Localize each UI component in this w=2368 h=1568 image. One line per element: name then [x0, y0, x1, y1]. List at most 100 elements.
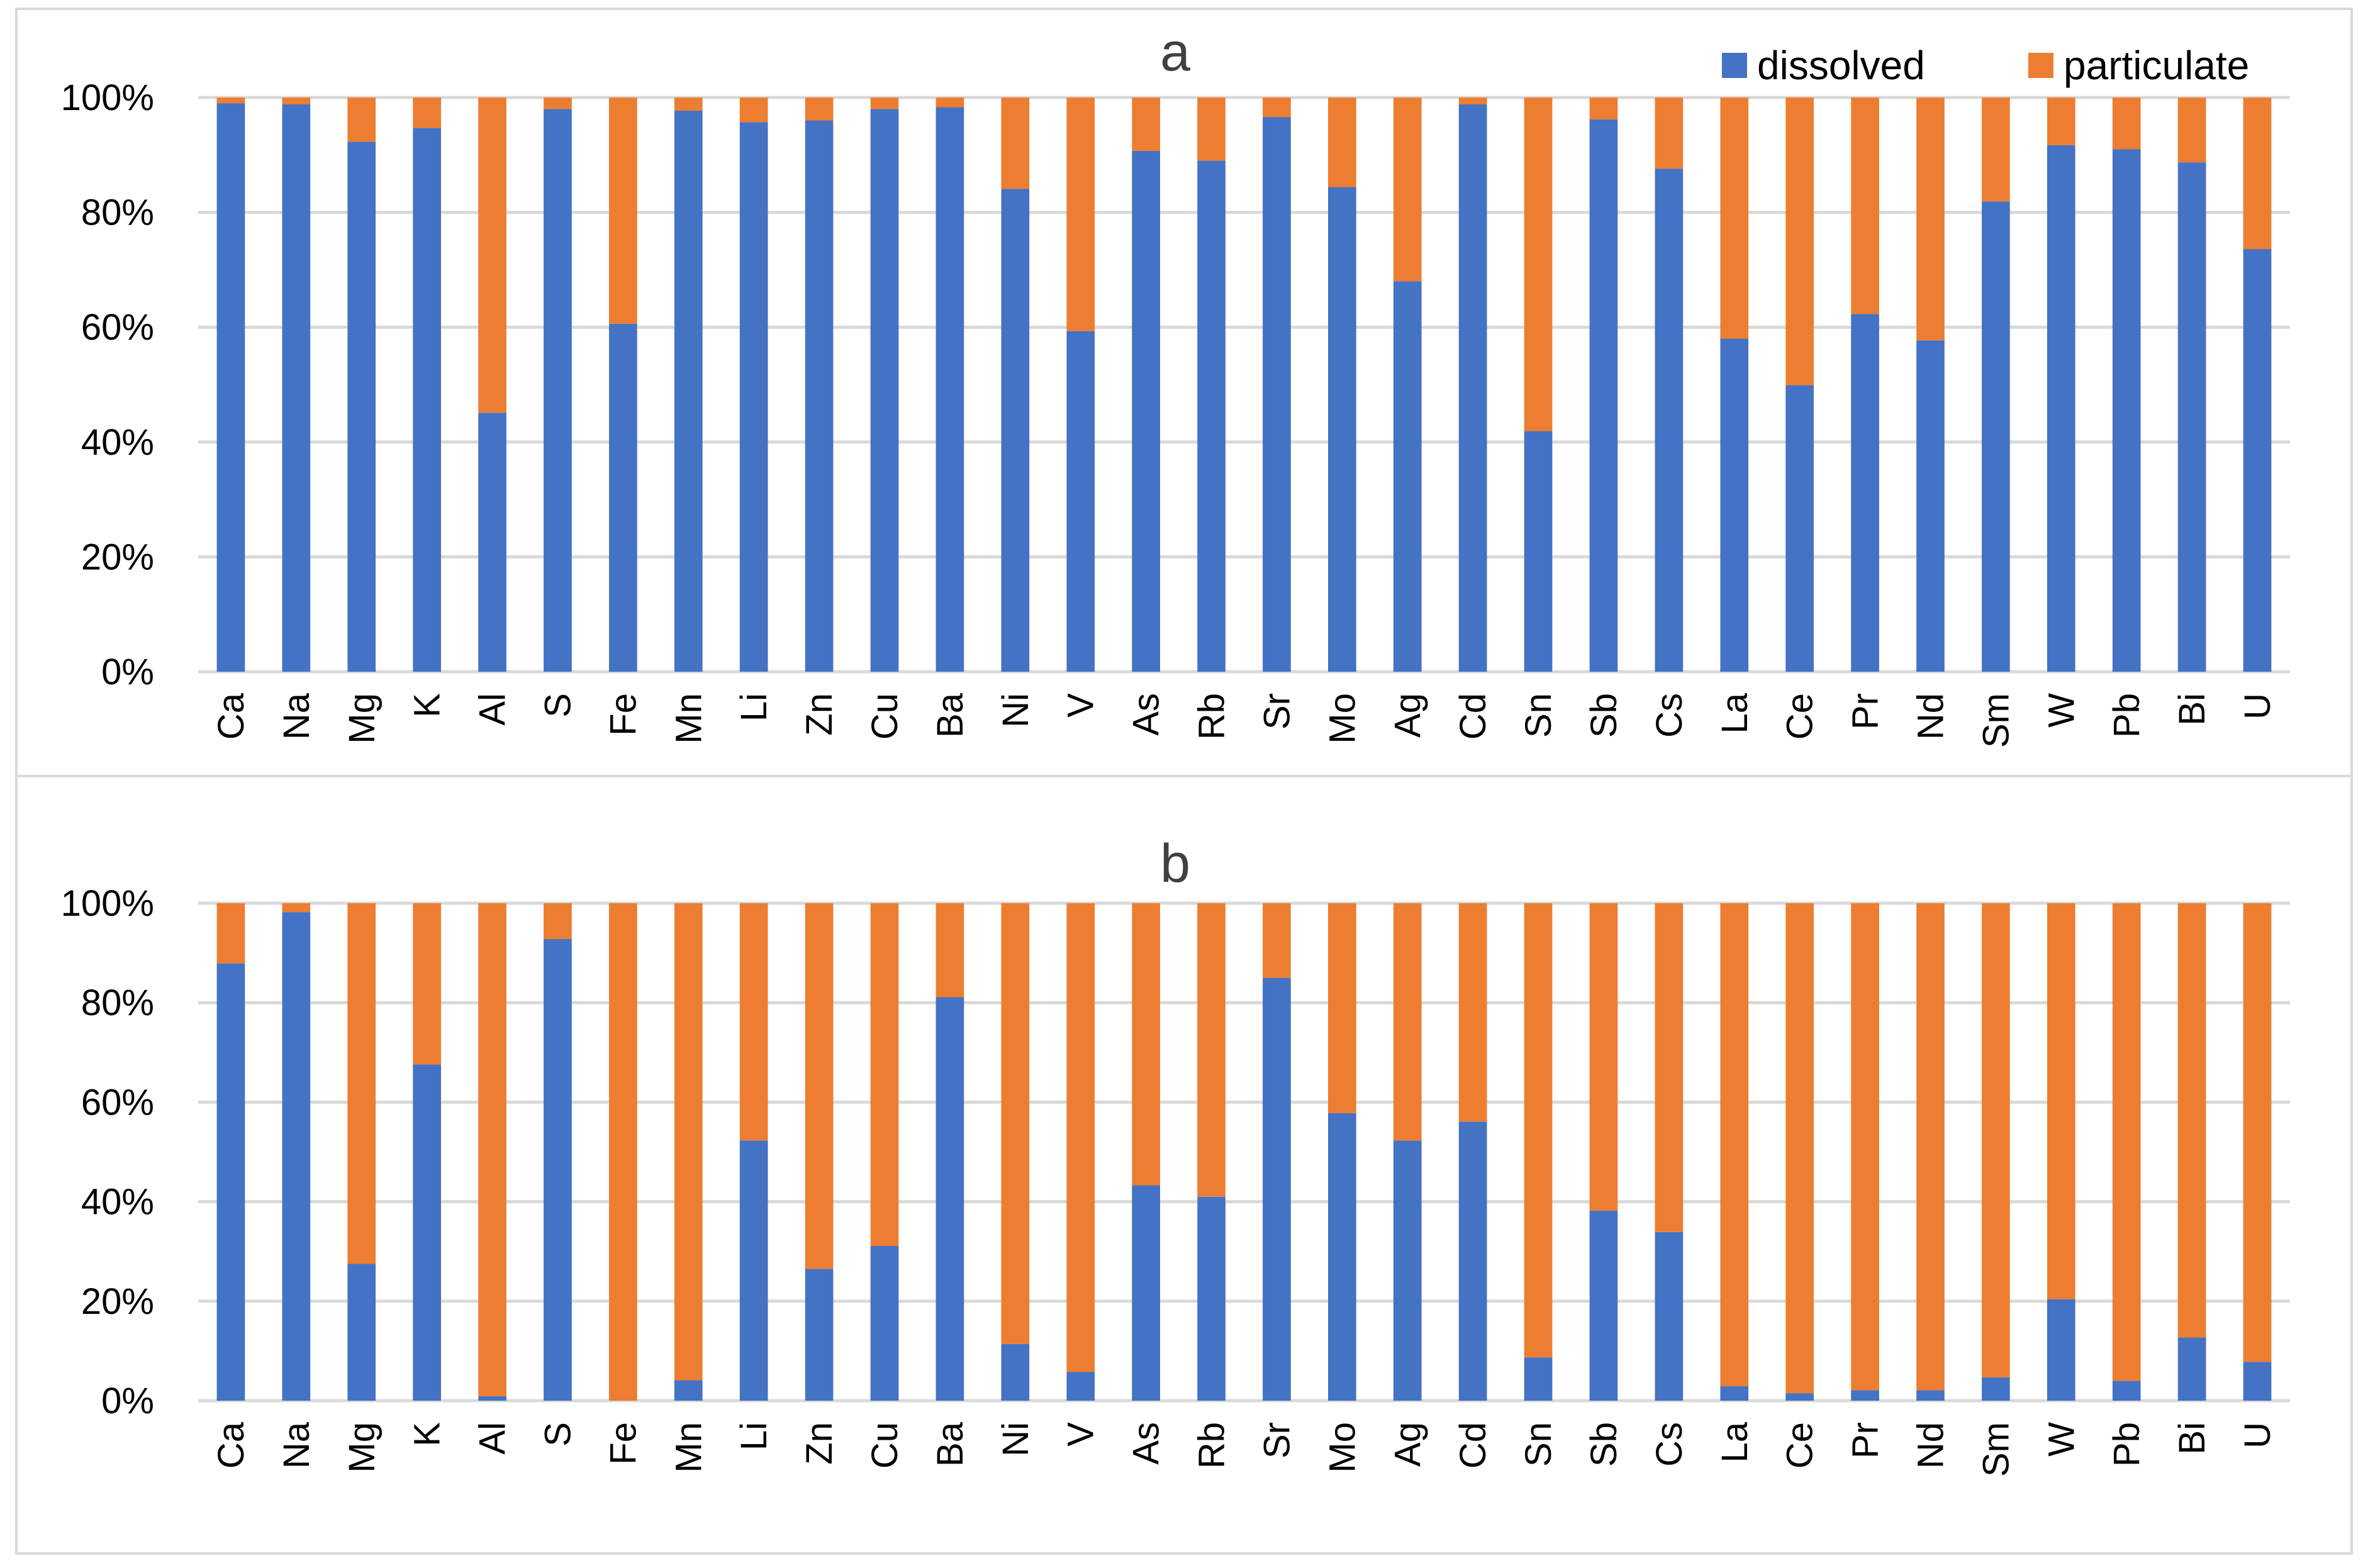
x-tick-label: Ce [1780, 693, 1821, 740]
x-tick-label: V [1061, 1422, 1102, 1447]
y-tick-label: 0% [101, 652, 154, 692]
bar-b-La-dissolved [1720, 1386, 1749, 1401]
bar-a-Ca-particulate [216, 97, 245, 104]
bar-a-W-particulate [2047, 97, 2075, 145]
x-tick-label: V [1061, 693, 1102, 718]
x-tick-label: Fe [603, 693, 644, 736]
bar-a-La-dissolved [1720, 338, 1749, 672]
x-tick-label: Fe [603, 1422, 644, 1465]
bar-a-Zn-particulate [805, 97, 834, 121]
x-tick-label: Ag [1387, 1422, 1428, 1467]
bar-b-Cu-particulate [870, 903, 899, 1246]
panel-a-plot: 0% 20% 40% 60% 80% 100% Ca Na Mg K Al S Fe Mn Li Zn Cu Ba… [61, 77, 2290, 748]
x-tick-label: Mn [668, 693, 709, 744]
bar-b-As-particulate [1132, 903, 1160, 1186]
bar-a-Cd-dissolved [1458, 104, 1487, 672]
bar-a-Li-particulate [739, 97, 768, 123]
bar-b-Na-dissolved [282, 912, 311, 1401]
bar-a-K-particulate [413, 97, 442, 128]
bar-a-Ce-dissolved [1785, 385, 1814, 672]
bar-b-V-particulate [1066, 903, 1095, 1372]
x-tick-label: Bi [2172, 693, 2213, 726]
x-tick-label: Mo [1322, 693, 1363, 744]
x-tick-label: Ag [1387, 693, 1428, 738]
bar-a-V-dissolved [1066, 331, 1095, 672]
bar-a-Ce-particulate [1785, 97, 1814, 386]
x-tick-label: Sb [1583, 693, 1624, 738]
x-tick-label: As [1126, 693, 1167, 736]
x-tick-label: Ba [930, 692, 971, 738]
bar-b-Cd-dissolved [1458, 1121, 1487, 1401]
x-tick-label: Pr [1845, 1422, 1886, 1459]
bar-b-Sb-dissolved [1589, 1210, 1618, 1401]
bar-b-W-particulate [2047, 903, 2075, 1299]
bar-a-Fe-dissolved [609, 323, 637, 672]
x-tick-label: U [2237, 1422, 2278, 1448]
bar-a-Sn-dissolved [1524, 431, 1553, 672]
legend-label-dissolved: dissolved [1757, 43, 1925, 88]
bar-b-Nd-particulate [1916, 903, 1945, 1391]
bar-b-Mo-particulate [1328, 903, 1356, 1113]
bar-b-Ag-particulate [1393, 903, 1422, 1141]
bar-a-Nd-particulate [1916, 97, 1945, 341]
bar-a-Fe-particulate [609, 97, 637, 324]
y-tick-label: 20% [81, 537, 154, 577]
x-tick-label: U [2237, 693, 2278, 720]
bar-b-Cs-particulate [1655, 903, 1684, 1232]
bar-b-S-dissolved [544, 938, 572, 1401]
bar-a-Nd-dissolved [1916, 340, 1945, 672]
y-tick-label: 60% [81, 1082, 154, 1123]
bar-b-U-dissolved [2243, 1362, 2272, 1401]
x-tick-label: Rb [1192, 1422, 1232, 1469]
x-tick-label: Mg [342, 693, 383, 744]
bar-b-As-dissolved [1132, 1185, 1160, 1401]
bar-a-Pr-dissolved [1851, 314, 1879, 672]
bar-b-W-dissolved [2047, 1299, 2075, 1401]
bar-b-Ca-dissolved [216, 963, 245, 1401]
bar-b-Fe-particulate [609, 903, 637, 1401]
bar-a-Sm-particulate [1982, 97, 2010, 202]
x-tick-label: Sb [1583, 1422, 1624, 1467]
x-tick-label: La [1714, 692, 1755, 733]
bar-b-Pr-dissolved [1851, 1390, 1879, 1401]
bar-a-Mg-particulate [347, 97, 376, 142]
bar-a-Ca-dissolved [216, 103, 245, 672]
bar-b-Bi-particulate [2177, 903, 2206, 1338]
x-tick-label: Sm [1975, 693, 2016, 748]
bar-b-Rb-particulate [1197, 903, 1226, 1197]
bar-b-Mg-dissolved [347, 1264, 376, 1401]
bar-a-Sn-particulate [1524, 97, 1553, 431]
x-tick-label: Bi [2172, 1422, 2213, 1455]
bar-a-Mn-particulate [674, 97, 703, 111]
bar-b-Na-particulate [282, 903, 311, 913]
bar-b-Pb-particulate [2112, 903, 2141, 1381]
bar-b-Mo-dissolved [1328, 1113, 1356, 1401]
bar-a-Bi-particulate [2177, 97, 2206, 163]
y-tick-label: 20% [81, 1281, 154, 1322]
bar-a-Ni-dissolved [1001, 189, 1030, 672]
bar-a-U-particulate [2243, 97, 2272, 250]
x-tick-label: Li [734, 693, 774, 721]
x-tick-label: Na [276, 692, 317, 740]
x-tick-label: K [407, 1422, 448, 1447]
bar-a-Sr-dissolved [1263, 117, 1291, 672]
bar-a-Pb-particulate [2112, 97, 2141, 150]
bar-b-Ce-dissolved [1785, 1393, 1814, 1401]
bar-a-S-dissolved [544, 109, 572, 672]
bar-b-Nd-dissolved [1916, 1390, 1945, 1401]
x-tick-label: Sn [1518, 693, 1559, 738]
bar-a-Sb-dissolved [1589, 119, 1618, 672]
bar-a-Mn-dissolved [674, 110, 703, 672]
x-tick-label: Pb [2106, 1422, 2147, 1467]
bar-b-Ba-dissolved [935, 997, 964, 1401]
bar-a-W-dissolved [2047, 145, 2075, 672]
y-tick-label: 100% [61, 883, 154, 924]
y-tick-label: 60% [81, 307, 154, 348]
x-tick-label: Zn [799, 1422, 840, 1465]
legend-swatch-dissolved [1722, 53, 1747, 78]
y-tick-label: 0% [101, 1381, 154, 1421]
bar-a-Zn-dissolved [805, 120, 834, 672]
bar-b-Li-dissolved [739, 1140, 768, 1401]
bar-a-Cu-dissolved [870, 109, 899, 672]
